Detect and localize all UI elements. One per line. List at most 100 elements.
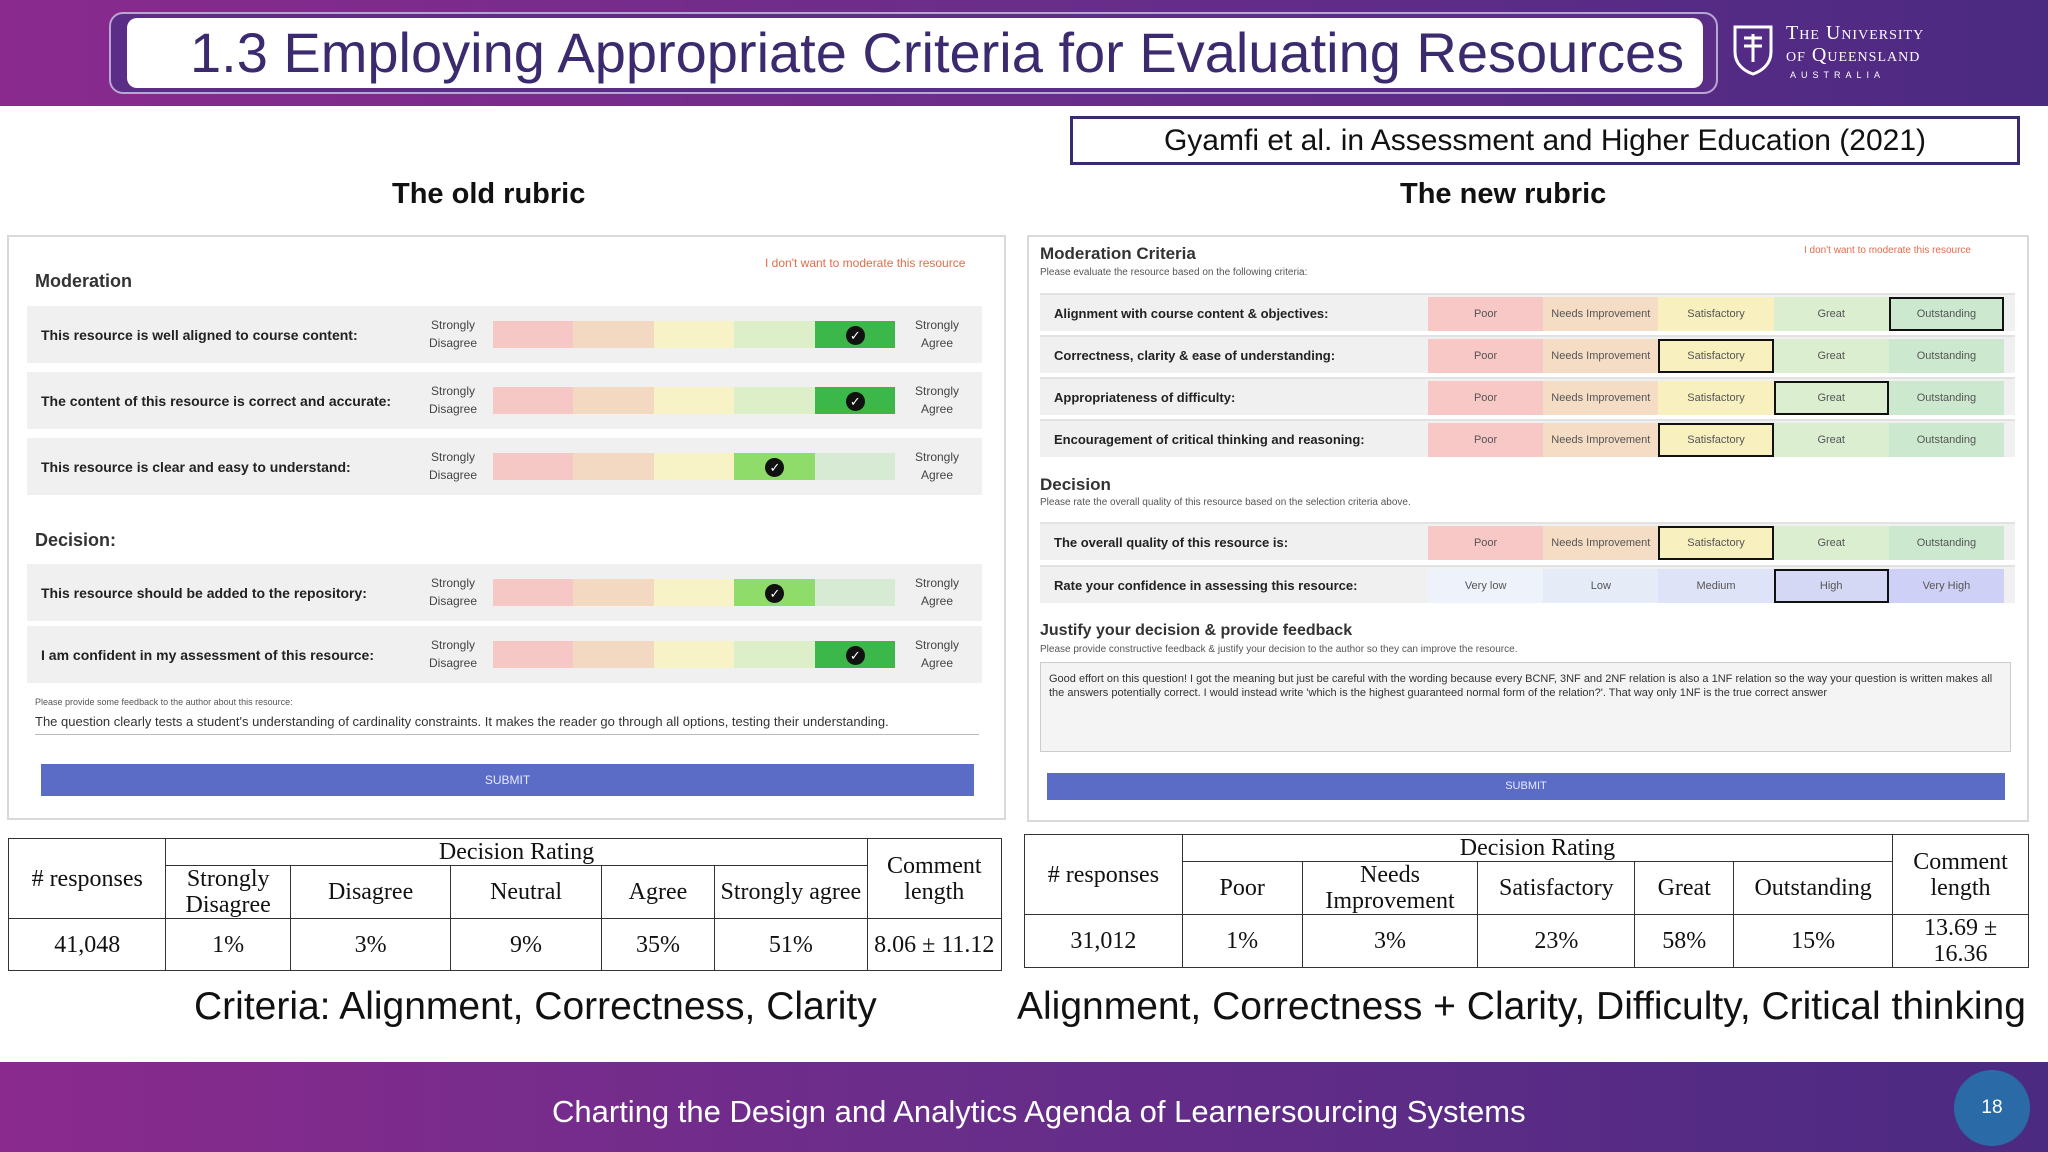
rating-option[interactable]: Outstanding	[1888, 526, 2005, 560]
opt-out-link[interactable]: I don't want to moderate this resource	[765, 256, 966, 270]
old-submit-button[interactable]: SUBMIT	[41, 764, 974, 796]
agreement-scale[interactable]: ✓	[493, 453, 896, 480]
rating-scale[interactable]: Poor Needs Improvement Satisfactory Great Ou…	[1428, 381, 2005, 415]
scale-option[interactable]	[573, 641, 654, 668]
scale-option[interactable]	[814, 453, 896, 480]
scale-option[interactable]	[653, 387, 735, 414]
rating-option[interactable]: Needs Improvement	[1543, 297, 1659, 331]
scale-option[interactable]: ✓	[814, 321, 896, 348]
scale-option[interactable]	[493, 579, 574, 606]
agreement-scale[interactable]: ✓	[493, 579, 896, 606]
rating-option[interactable]: Needs Improvement	[1543, 339, 1659, 373]
rating-option[interactable]: Low	[1543, 569, 1659, 603]
agreement-scale[interactable]: ✓	[493, 641, 896, 668]
rating-value: 1%	[165, 918, 291, 971]
page-number-badge: 18	[1954, 1070, 2030, 1146]
scale-option[interactable]	[734, 321, 815, 348]
rating-option[interactable]: Great	[1773, 381, 1889, 415]
rating-row: This resource should be added to the rep…	[27, 564, 982, 621]
rating-option[interactable]: Very low	[1428, 569, 1544, 603]
new-decision-heading: Decision	[1040, 475, 1111, 494]
rating-row: This resource is well aligned to course …	[27, 306, 982, 363]
rating-option[interactable]: Needs Improvement	[1543, 423, 1659, 457]
col-header: Poor	[1181, 861, 1303, 915]
rating-option[interactable]: Poor	[1428, 423, 1544, 457]
responses-value: 31,012	[1024, 914, 1183, 968]
scale-option[interactable]	[653, 579, 735, 606]
feedback-textarea[interactable]	[1040, 662, 2011, 752]
rating-option[interactable]: Great	[1773, 423, 1889, 457]
criteria-row-label: The overall quality of this resource is:	[1054, 535, 1289, 550]
scale-option[interactable]	[493, 641, 574, 668]
rating-option[interactable]: Poor	[1428, 381, 1544, 415]
scale-option[interactable]	[493, 387, 574, 414]
rating-scale[interactable]: Poor Needs Improvement Satisfactory Great Ou…	[1428, 297, 2005, 331]
scale-option[interactable]	[573, 453, 654, 480]
rating-option[interactable]: Great	[1773, 526, 1889, 560]
rating-option[interactable]: Poor	[1428, 526, 1544, 560]
rating-option[interactable]: Outstanding	[1888, 339, 2005, 373]
rating-option[interactable]: Outstanding	[1888, 423, 2005, 457]
scale-option[interactable]	[573, 321, 654, 348]
rating-value: 51%	[714, 918, 868, 971]
rating-option[interactable]: Great	[1773, 339, 1889, 373]
rating-option[interactable]: Medium	[1658, 569, 1774, 603]
rating-option[interactable]: Satisfactory	[1658, 381, 1774, 415]
rating-option[interactable]: Outstanding	[1888, 297, 2005, 331]
scale-option[interactable]	[734, 641, 815, 668]
agreement-scale[interactable]: ✓	[493, 387, 896, 414]
scale-option[interactable]	[493, 453, 574, 480]
scale-option[interactable]	[653, 321, 735, 348]
rating-value: 3%	[1301, 914, 1479, 968]
justify-heading: Justify your decision & provide feedback	[1040, 622, 1353, 639]
rating-value: 3%	[289, 918, 452, 971]
scale-option[interactable]: ✓	[734, 579, 815, 606]
feedback-text[interactable]: The question clearly tests a student's u…	[35, 714, 889, 729]
rating-option[interactable]: Satisfactory	[1658, 526, 1774, 560]
scale-option[interactable]	[493, 321, 574, 348]
rating-row-label: The content of this resource is correct …	[41, 392, 392, 409]
scale-option[interactable]: ✓	[814, 387, 896, 414]
rating-option[interactable]: Great	[1773, 297, 1889, 331]
rating-row: I am confident in my assessment of this …	[27, 626, 982, 683]
scale-option[interactable]	[653, 641, 735, 668]
scale-option[interactable]: ✓	[814, 641, 896, 668]
criteria-subtitle: Please evaluate the resource based on th…	[1040, 267, 1308, 278]
rating-option[interactable]: Needs Improvement	[1543, 381, 1659, 415]
col-header: Great	[1634, 861, 1735, 915]
rating-option[interactable]: Satisfactory	[1658, 297, 1774, 331]
criteria-row: Appropriateness of difficulty: Poor Needs …	[1040, 377, 2015, 415]
rating-option[interactable]: Poor	[1428, 339, 1544, 373]
rating-option[interactable]: High	[1773, 569, 1889, 603]
criteria-row-label: Encouragement of critical thinking and r…	[1054, 432, 1365, 447]
scale-option[interactable]: ✓	[734, 453, 815, 480]
decision-heading: Decision:	[35, 530, 117, 550]
strongly-agree-anchor: Strongly Agree	[914, 318, 960, 350]
agreement-scale[interactable]: ✓	[493, 321, 896, 348]
scale-option[interactable]	[734, 387, 815, 414]
rating-value: 35%	[600, 918, 716, 971]
rating-option[interactable]: Satisfactory	[1658, 339, 1774, 373]
rating-scale[interactable]: Very low Low Medium High Very High	[1428, 569, 2005, 603]
title-box	[127, 18, 1703, 88]
strongly-disagree-anchor: Strongly Disagree	[428, 576, 478, 608]
new-submit-button[interactable]: SUBMIT	[1047, 773, 2005, 800]
rating-option[interactable]: Satisfactory	[1658, 423, 1774, 457]
criteria-row: Rate your confidence in assessing this r…	[1040, 565, 2015, 603]
rating-scale[interactable]: Poor Needs Improvement Satisfactory Great Ou…	[1428, 339, 2005, 373]
criteria-row-label: Alignment with course content & objectiv…	[1054, 306, 1329, 321]
scale-option[interactable]	[814, 579, 896, 606]
strongly-disagree-anchor: Strongly Disagree	[428, 638, 478, 670]
rating-option[interactable]: Outstanding	[1888, 381, 2005, 415]
new-opt-out-link[interactable]: I don't want to moderate this resource	[1804, 245, 1971, 256]
rating-scale[interactable]: Poor Needs Improvement Satisfactory Great Ou…	[1428, 423, 2005, 457]
rating-option[interactable]: Needs Improvement	[1543, 526, 1659, 560]
scale-option[interactable]	[573, 579, 654, 606]
new-decision-subtitle: Please rate the overall quality of this …	[1040, 497, 1411, 508]
scale-option[interactable]	[653, 453, 735, 480]
rating-scale[interactable]: Poor Needs Improvement Satisfactory Great Ou…	[1428, 526, 2005, 560]
rating-option[interactable]: Very High	[1888, 569, 2005, 603]
decision-rating-header: Decision Rating	[1181, 834, 1894, 862]
rating-option[interactable]: Poor	[1428, 297, 1544, 331]
scale-option[interactable]	[573, 387, 654, 414]
